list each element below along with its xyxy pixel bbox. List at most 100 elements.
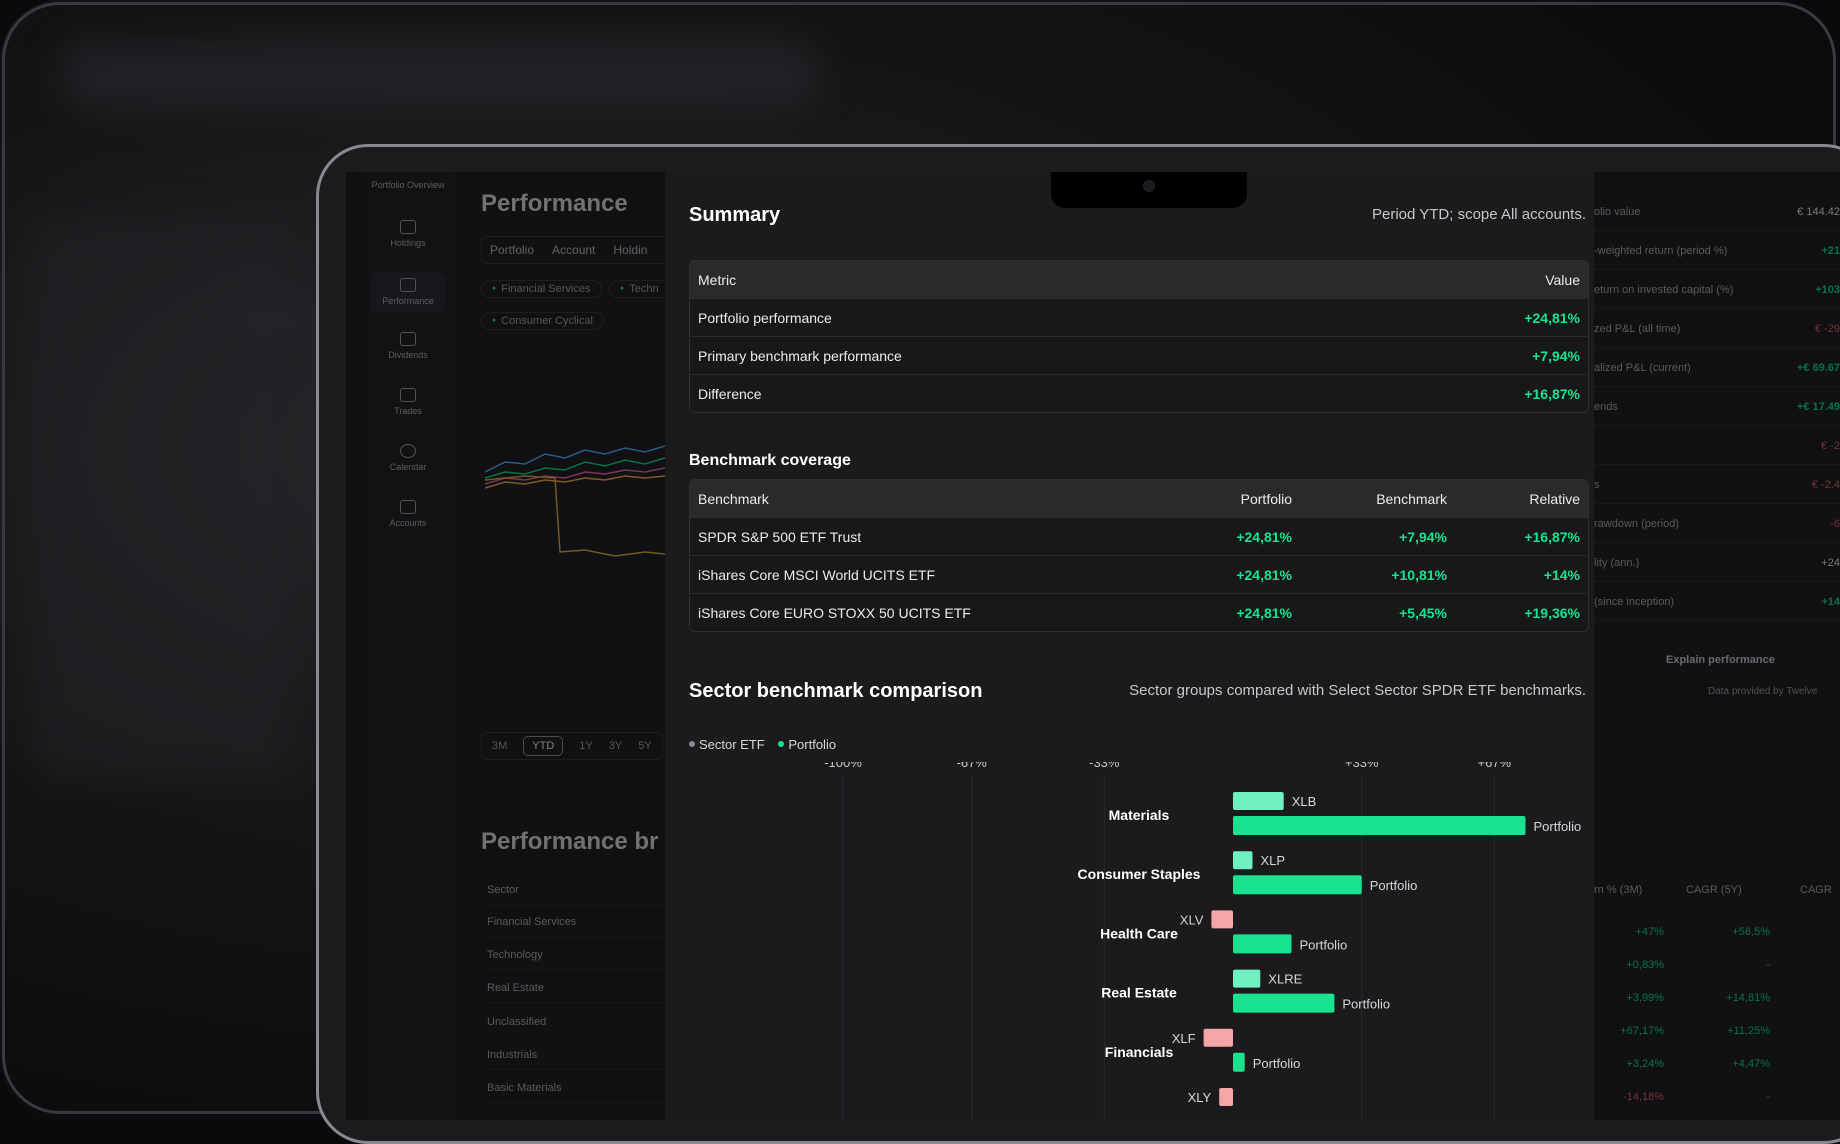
table-cell: - (1766, 959, 1770, 971)
metric-row: (since inception) +14 (1594, 582, 1840, 621)
sidebar-item-label: Trades (394, 406, 422, 416)
etf-bar (1211, 910, 1233, 929)
tab-holdings[interactable]: Holdin (613, 243, 648, 257)
sector-comparison-chart: -100%-67%-33%+33%+67%+100%MaterialsXLBPo… (824, 762, 1582, 1120)
metric-value: +24 (1821, 557, 1840, 569)
period-selector: 3M YTD 1Y 3Y 5Y (481, 732, 663, 760)
portfolio-value: +24,81% (1236, 567, 1292, 583)
column-header-metric: Metric (698, 272, 737, 288)
portfolio-bar (1233, 875, 1362, 895)
legend-label-portfolio: Portfolio (788, 737, 837, 752)
category-label: Materials (1109, 807, 1170, 823)
column-header: CAGR (1800, 884, 1832, 896)
sector-comparison-title: Sector benchmark comparison (689, 680, 983, 702)
sidebar-item-dividends[interactable]: Dividends (362, 332, 454, 360)
sidebar-item-performance[interactable]: Performance (370, 272, 446, 312)
table-row: +3,99% +14,81% (1594, 982, 1834, 1015)
performance-line-chart (485, 445, 665, 557)
legend-label-etf: Sector ETF (699, 737, 765, 752)
table-cell: +0,83% (1626, 959, 1664, 971)
table-row: -14,18% - (1594, 1081, 1834, 1114)
metric-value: +16,87% (1524, 386, 1580, 402)
etf-label: XLRE (1268, 972, 1302, 987)
benchmark-name: SPDR S&P 500 ETF Trust (698, 529, 862, 545)
benchmark-coverage-title: Benchmark coverage (689, 452, 851, 469)
etf-bar (1233, 851, 1253, 870)
camera-notch (1051, 172, 1247, 208)
page-title: Performance (481, 190, 628, 217)
table-row: +67,17% +11,25% (1594, 1015, 1834, 1048)
arrows-icon (400, 388, 416, 402)
sidebar-item-trades[interactable]: Trades (362, 388, 454, 416)
filter-chip[interactable]: Consumer Cyclical (481, 312, 604, 330)
background-blur (60, 40, 820, 110)
sidebar-item-label: Portfolio Overview (371, 180, 445, 190)
filter-chip[interactable]: Techn (609, 280, 670, 298)
metric-value: +14 (1821, 596, 1840, 608)
column-header: CAGR (5Y) (1686, 884, 1742, 896)
sidebar-item-label: Holdings (390, 238, 426, 248)
column-header-portfolio: Portfolio (1240, 491, 1292, 507)
table-row: Difference +16,87% (690, 375, 1588, 412)
dividends-icon (400, 332, 416, 346)
metric-row: € -2 (1594, 426, 1840, 465)
holdings-icon (400, 220, 416, 234)
etf-label: XLV (1180, 912, 1204, 927)
category-label: Health Care (1100, 925, 1178, 941)
metric-value: € -2 (1821, 440, 1840, 452)
explain-performance-button[interactable]: Explain performance (1666, 654, 1775, 666)
table-cell: +4,47% (1732, 1058, 1770, 1070)
table-row: SPDR S&P 500 ETF Trust +24,81% +7,94% +1… (690, 518, 1588, 556)
period-3y[interactable]: 3Y (608, 740, 623, 752)
column-header-benchmark: Benchmark (698, 491, 769, 507)
sidebar-item-holdings[interactable]: Holdings (362, 220, 454, 248)
sidebar-item-calendar[interactable]: Calendar (362, 444, 454, 472)
period-ytd[interactable]: YTD (523, 736, 564, 756)
metric-label: lity (ann.) (1594, 557, 1640, 569)
column-header-relative: Relative (1529, 491, 1580, 507)
metric-row: ends +€ 17.49 (1594, 387, 1840, 426)
table-cell: +11,25% (1727, 1025, 1770, 1037)
portfolio-label: Portfolio (1534, 819, 1582, 834)
sidebar-item-portfolio-overview[interactable]: Portfolio Overview (362, 180, 454, 190)
sidebar-item-accounts[interactable]: Accounts (362, 500, 454, 528)
period-3m[interactable]: 3M (492, 740, 508, 752)
sector-returns-table: +47% +56,5% +0,83% - +3,99% +14,81% +67,17%… (1594, 916, 1834, 1114)
app-sidebar: Portfolio Overview Holdings Performance … (362, 172, 455, 1120)
metric-value: +7,94% (1532, 348, 1580, 364)
view-tabs: Portfolio Account Holdin (481, 236, 689, 264)
metric-row: olio value € 144.42 (1594, 192, 1840, 231)
metric-value: € -2.4 (1811, 479, 1840, 491)
chart-legend: Sector ETF Portfolio (689, 737, 836, 752)
period-1y[interactable]: 1Y (579, 740, 593, 752)
metric-row: s € -2.4 (1594, 465, 1840, 504)
table-row: iShares Core MSCI World UCITS ETF +24,81… (690, 556, 1588, 594)
x-tick-label: -100% (824, 762, 862, 770)
x-tick-label: -33% (1089, 762, 1120, 770)
etf-label: XLP (1261, 853, 1286, 868)
sidebar-item-label: Accounts (389, 518, 427, 528)
etf-label: XLB (1292, 794, 1317, 809)
tab-account[interactable]: Account (552, 243, 596, 257)
etf-bar (1203, 1028, 1233, 1047)
performance-page-background: Performance Portfolio Account Holdin Fin… (455, 172, 689, 1120)
filter-chip[interactable]: Financial Services (481, 280, 602, 298)
metric-value: +21 (1821, 245, 1840, 257)
x-tick-label: -67% (957, 762, 988, 770)
table-row: Portfolio performance +24,81% (690, 299, 1588, 337)
sidebar-item-label: Performance (382, 296, 434, 306)
clock-icon (400, 444, 416, 458)
column-header-benchmark-value: Benchmark (1376, 491, 1447, 507)
benchmark-value: +10,81% (1391, 567, 1447, 583)
bar-chart-icon (400, 278, 416, 292)
etf-bar (1219, 1088, 1233, 1106)
period-5y[interactable]: 5Y (638, 740, 652, 752)
portfolio-label: Portfolio (1370, 878, 1418, 893)
tab-portfolio[interactable]: Portfolio (490, 243, 535, 257)
metric-value: +€ 17.49 (1796, 401, 1840, 413)
metric-label: ends (1594, 401, 1618, 413)
metric-value: +103 (1815, 284, 1840, 296)
table-row: Primary benchmark performance +7,94% (690, 337, 1588, 375)
table-cell: +3,24% (1626, 1058, 1664, 1070)
portfolio-metrics-background: olio value € 144.42 -weighted return (per… (1594, 172, 1840, 1120)
